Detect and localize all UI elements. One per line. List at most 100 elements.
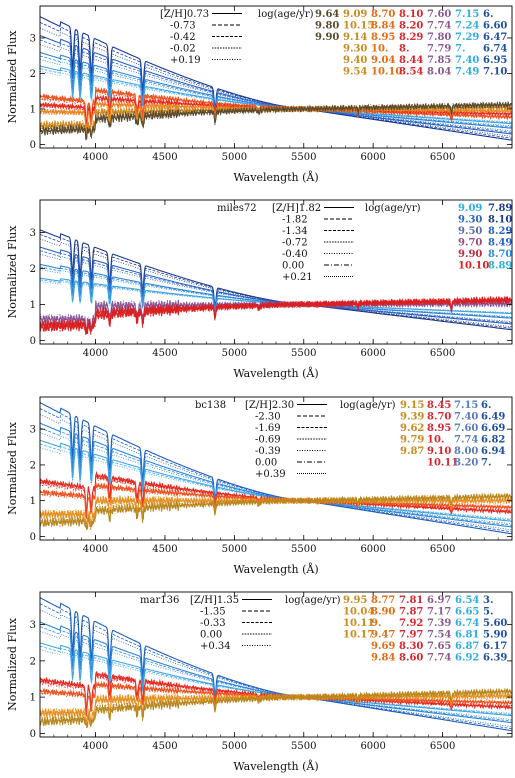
- age-value: 6.39: [483, 653, 507, 664]
- spectrum-line: [40, 296, 512, 334]
- age-value: 7.49: [455, 67, 479, 78]
- age-value: 7.74: [427, 21, 451, 32]
- y-tick-label: 1: [30, 693, 36, 704]
- age-value: 8.70: [488, 249, 512, 260]
- spectrum-line: [40, 649, 512, 714]
- age-header: log(age/yr): [340, 400, 396, 411]
- age-value: 9.79: [400, 435, 424, 446]
- x-tick-label: 6500: [430, 544, 455, 555]
- spectrum-line: [40, 101, 512, 130]
- metallicity-label: [Z/H]1.35: [190, 595, 239, 606]
- age-value: 6.97: [427, 595, 451, 606]
- y-tick-label: 2: [30, 656, 36, 667]
- age-value: 7.40: [454, 412, 478, 423]
- panel-3: 4000 4500 5000 5500 6000 6500 0 1 2 3 Wavelength (…: [6, 396, 513, 576]
- y-tick-label: 2: [30, 69, 36, 80]
- age-value: 5.60: [483, 618, 507, 629]
- age-value: 9.47: [371, 630, 395, 641]
- age-value: 8.60: [399, 653, 423, 664]
- age-value: 8.70: [427, 412, 451, 423]
- x-tick-label: 6000: [360, 348, 385, 359]
- age-value: 10.11: [343, 618, 374, 629]
- metallicity-label: -0.02: [170, 44, 196, 55]
- metallicity-label: -0.33: [200, 618, 226, 629]
- age-value: 6.69: [481, 423, 505, 434]
- age-value: 9.84: [371, 653, 395, 664]
- age-value: 7.39: [427, 618, 451, 629]
- metallicity-label: -0.72: [282, 238, 308, 249]
- age-value: 3.: [483, 595, 493, 606]
- age-value: 7.60: [427, 9, 451, 20]
- age-value: 7.80: [427, 32, 451, 43]
- age-value: 8.: [399, 44, 409, 55]
- x-tick-label: 6500: [430, 741, 455, 752]
- metallicity-label: [Z/H]1.82: [272, 203, 321, 214]
- spectrum-line: [40, 250, 512, 324]
- age-value: 9.: [371, 618, 381, 629]
- age-value: 8.44: [399, 55, 423, 66]
- age-value: 6.87: [455, 641, 479, 652]
- age-value: 9.30: [343, 44, 367, 55]
- metallicity-label: -0.42: [170, 32, 196, 43]
- metallicity-label: +0.21: [282, 272, 313, 283]
- age-value: 7.89: [488, 203, 512, 214]
- y-tick-label: 1: [30, 300, 36, 311]
- age-value: 6.54: [455, 595, 479, 606]
- library-label: miles72: [217, 203, 257, 214]
- x-tick-label: 6500: [430, 152, 455, 163]
- age-value: 8.20: [399, 21, 423, 32]
- metallicity-label: 0.00: [282, 261, 304, 272]
- x-tick-label: 4500: [152, 348, 177, 359]
- x-tick-label: 5000: [222, 544, 247, 555]
- spectra: [40, 16, 512, 141]
- x-tick-label: 4000: [83, 152, 108, 163]
- age-value: 8.30: [399, 641, 423, 652]
- panel-1: 4000 4500 5000 5500 6000 6500 0 1 2 3 Wavelength (…: [6, 5, 513, 184]
- age-value: 9.69: [371, 641, 395, 652]
- age-value: 10.10: [458, 261, 489, 272]
- age-value: 9.09: [458, 203, 482, 214]
- age-value: 8.89: [488, 261, 512, 272]
- spectra: [40, 597, 512, 732]
- metallicity-label: -2.30: [255, 412, 281, 423]
- age-value: 7.54: [427, 630, 451, 641]
- metallicity-label: -1.82: [282, 215, 308, 226]
- age-value: 9.10: [427, 446, 451, 457]
- age-value: 9.04: [371, 55, 395, 66]
- age-value: 7.97: [399, 630, 423, 641]
- y-tick-label: 3: [30, 33, 36, 44]
- age-value: 6.81: [455, 630, 479, 641]
- age-value: 6.60: [483, 21, 507, 32]
- x-tick-label: 6500: [430, 348, 455, 359]
- age-value: 7.15: [454, 400, 478, 411]
- x-axis-label: Wavelength (Å): [233, 170, 318, 184]
- age-value: 7.: [481, 458, 491, 469]
- age-value: 8.90: [371, 607, 395, 618]
- x-tick-label: 4000: [83, 348, 108, 359]
- age-value: 5.90: [483, 630, 507, 641]
- age-value: 9.62: [400, 423, 424, 434]
- age-value: 10.11: [427, 458, 458, 469]
- age-value: 5.: [483, 607, 493, 618]
- x-tick-label: 5000: [222, 348, 247, 359]
- spectrum-line: [40, 279, 512, 314]
- age-value: 10.: [371, 44, 388, 55]
- metallicity-label: +0.34: [200, 641, 231, 652]
- spectrum-line: [40, 27, 512, 137]
- age-value: 6.: [481, 400, 491, 411]
- age-value: 7.74: [454, 435, 478, 446]
- metallicity-label: 0.00: [255, 458, 277, 469]
- age-value: 9.64: [315, 9, 339, 20]
- age-value: 9.15: [400, 400, 424, 411]
- metallicity-label: +0.39: [255, 469, 286, 480]
- age-value: 6.92: [455, 653, 479, 664]
- x-tick-label: 6000: [360, 152, 385, 163]
- age-value: 8.29: [488, 226, 512, 237]
- x-tick-label: 5500: [291, 741, 316, 752]
- age-value: 8.04: [427, 67, 451, 78]
- x-tick-label: 4000: [83, 544, 108, 555]
- y-tick-label: 3: [30, 425, 36, 436]
- age-value: 8.95: [371, 32, 395, 43]
- spectrum-line: [40, 688, 512, 729]
